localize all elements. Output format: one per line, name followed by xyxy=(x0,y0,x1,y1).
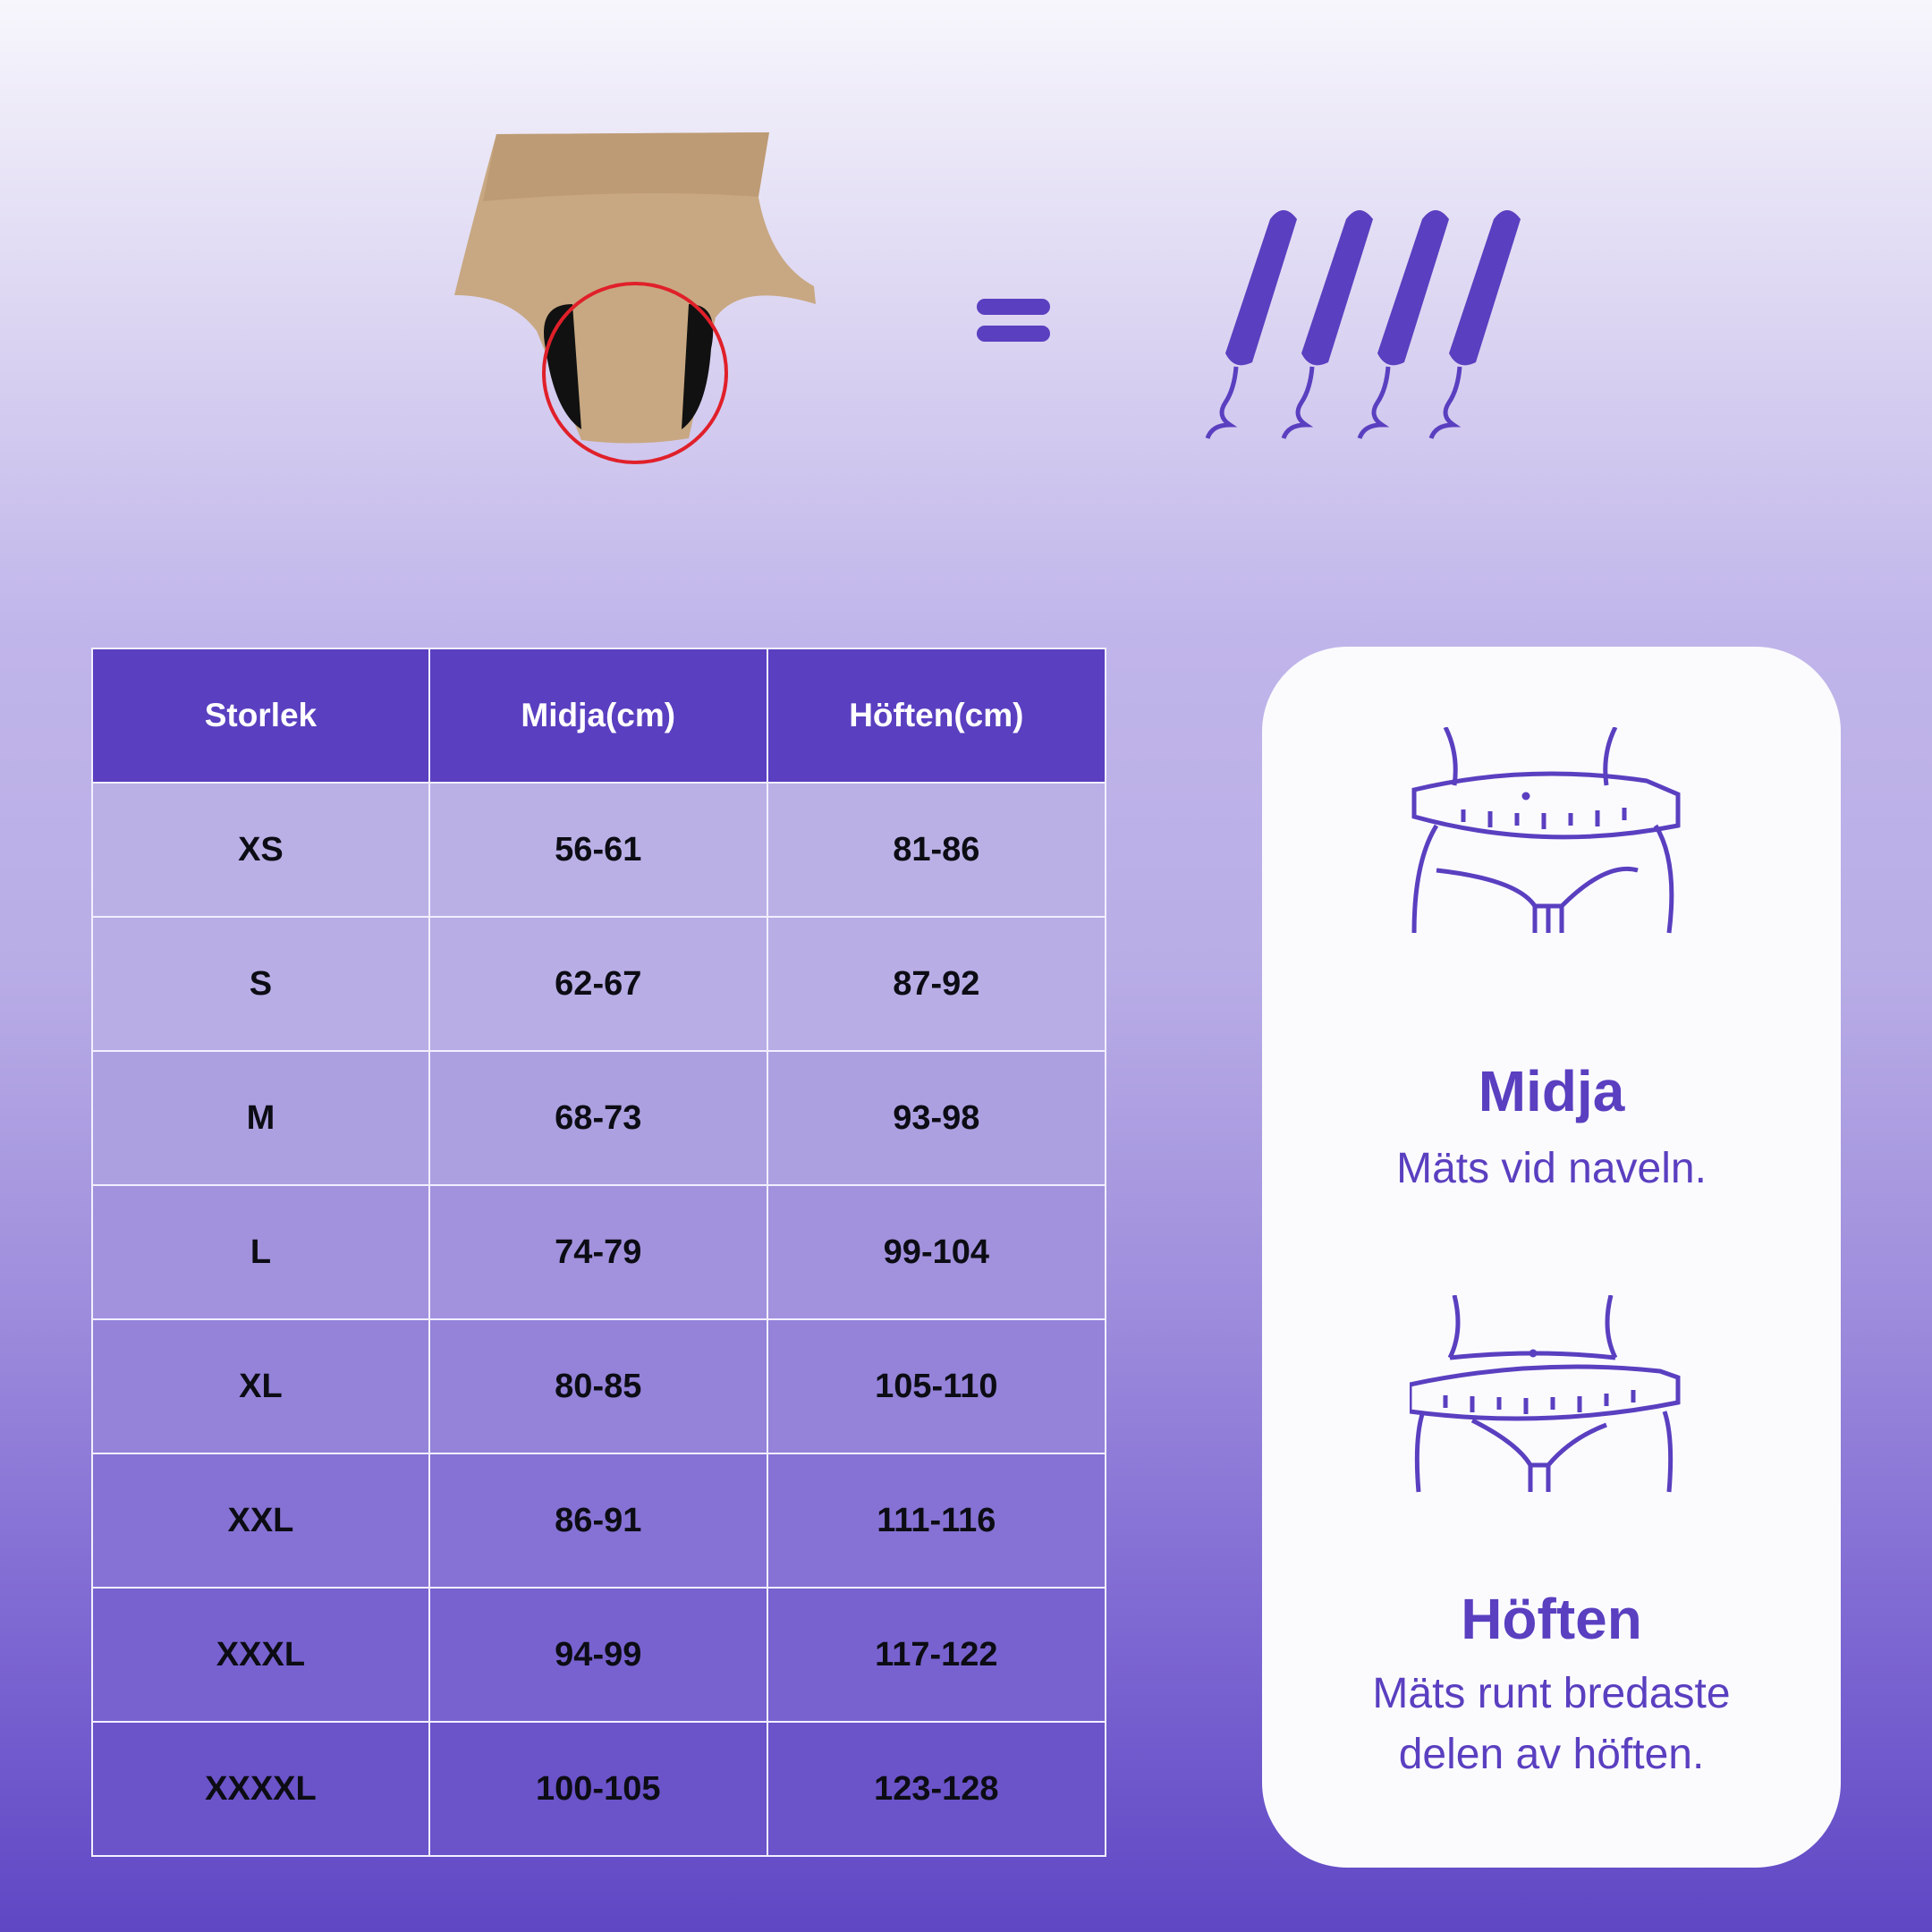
table-cell: 105-110 xyxy=(766,1318,1107,1454)
table-cell: 123-128 xyxy=(766,1721,1107,1857)
table-cell: L xyxy=(91,1184,430,1320)
table-cell: XXXL xyxy=(91,1587,430,1723)
equals-icon xyxy=(977,299,1050,342)
table-cell: 56-61 xyxy=(428,782,768,918)
waist-description: Mäts vid naveln. xyxy=(1396,1145,1707,1192)
table-cell: XXL xyxy=(91,1453,430,1589)
hip-description-line2: delen av höften. xyxy=(1398,1731,1705,1778)
table-cell: XS xyxy=(91,782,430,918)
size-table: Storlek Midja(cm) Höften(cm) XS 56-61 81-8… xyxy=(91,648,1107,1857)
hip-title: Höften xyxy=(1461,1587,1642,1651)
hip-measure-icon xyxy=(1410,1295,1681,1493)
table-row: L 74-79 99-104 xyxy=(91,1184,1107,1320)
header-cell: Höften(cm) xyxy=(766,648,1107,784)
measurement-card: Midja Mäts vid naveln. Höften Mäts runt … xyxy=(1262,647,1841,1868)
period-underwear-image xyxy=(454,132,816,464)
tampon-icons xyxy=(1205,201,1556,452)
table-cell: 100-105 xyxy=(428,1721,768,1857)
table-cell: 74-79 xyxy=(428,1184,768,1320)
table-cell: 62-67 xyxy=(428,916,768,1052)
waist-title: Midja xyxy=(1478,1059,1625,1123)
table-cell: 111-116 xyxy=(766,1453,1107,1589)
table-cell: XXXXL xyxy=(91,1721,430,1857)
table-cell: 80-85 xyxy=(428,1318,768,1454)
table-cell: 81-86 xyxy=(766,782,1107,918)
table-header-row: Storlek Midja(cm) Höften(cm) xyxy=(91,648,1107,784)
hip-description-line1: Mäts runt bredaste xyxy=(1372,1670,1731,1717)
table-row: XL 80-85 105-110 xyxy=(91,1318,1107,1454)
table-cell: 117-122 xyxy=(766,1587,1107,1723)
table-cell: XL xyxy=(91,1318,430,1454)
table-cell: 93-98 xyxy=(766,1050,1107,1186)
header-cell: Storlek xyxy=(91,648,430,784)
waist-measure-icon xyxy=(1411,727,1681,934)
table-cell: 68-73 xyxy=(428,1050,768,1186)
header-cell: Midja(cm) xyxy=(428,648,768,784)
table-cell: 87-92 xyxy=(766,916,1107,1052)
table-row: XS 56-61 81-86 xyxy=(91,782,1107,918)
table-cell: 94-99 xyxy=(428,1587,768,1723)
table-row: XXXL 94-99 117-122 xyxy=(91,1587,1107,1723)
table-cell: 86-91 xyxy=(428,1453,768,1589)
table-row: M 68-73 93-98 xyxy=(91,1050,1107,1186)
table-cell: M xyxy=(91,1050,430,1186)
table-row: XXL 86-91 111-116 xyxy=(91,1453,1107,1589)
table-row: XXXXL 100-105 123-128 xyxy=(91,1721,1107,1857)
table-cell: S xyxy=(91,916,430,1052)
table-cell: 99-104 xyxy=(766,1184,1107,1320)
table-row: S 62-67 87-92 xyxy=(91,916,1107,1052)
